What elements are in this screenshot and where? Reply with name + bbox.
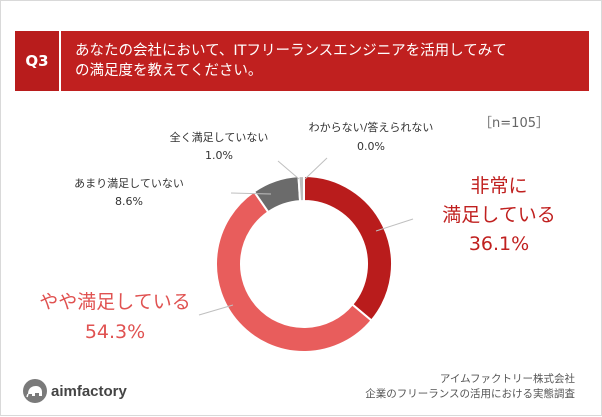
- donut-slice-somewhat-satisfied: [215, 190, 373, 353]
- question-line-1: あなたの会社において、ITフリーランスエンジニアを活用してみて: [75, 43, 507, 59]
- slice-label-very-satisfied-line2: 満足している: [442, 204, 555, 226]
- company-name: アイムファクトリー株式会社: [439, 373, 575, 385]
- slice-label-not-very-satisfied: あまり満足していない: [74, 177, 184, 190]
- slice-value-not-at-all: 1.0%: [205, 149, 233, 162]
- sample-size: ［n=105］: [479, 116, 549, 131]
- question-header: Q3 あなたの会社において、ITフリーランスエンジニアを活用してみて の満足度を…: [15, 31, 589, 91]
- question-line-2: の満足度を教えてください。: [75, 63, 263, 79]
- slice-value-dont-know: 0.0%: [357, 140, 385, 153]
- slice-value-somewhat-satisfied: 54.3%: [85, 321, 145, 343]
- donut-slices: [215, 174, 393, 353]
- leader-line-very-satisfied: [375, 218, 414, 232]
- donut-slice-very-satisfied: [303, 174, 393, 322]
- slice-label-dont-know: わからない/答えられない: [309, 120, 434, 134]
- logo-text: aimfactory: [51, 382, 127, 400]
- slice-label-somewhat-satisfied: やや満足している: [39, 291, 190, 313]
- leader-line-somewhat-satisfied: [198, 304, 234, 316]
- slice-value-not-very-satisfied: 8.6%: [115, 195, 143, 208]
- question-number-badge: Q3: [15, 31, 61, 91]
- leader-line-dont-know: [304, 157, 328, 180]
- leader-line-not-at-all: [277, 160, 300, 180]
- elephant-logo-icon: [23, 379, 47, 403]
- question-text: あなたの会社において、ITフリーランスエンジニアを活用してみて の満足度を教えて…: [61, 31, 589, 91]
- slice-label-very-satisfied-line1: 非常に: [470, 175, 527, 197]
- leader-line-not-very: [230, 192, 272, 195]
- source-credit: アイムファクトリー株式会社 企業のフリーランスの活用における実態調査: [365, 372, 575, 402]
- slice-label-not-at-all: 全く満足していない: [170, 130, 269, 144]
- survey-name: 企業のフリーランスの活用における実態調査: [365, 388, 575, 400]
- leader-lines: [198, 157, 414, 316]
- logo: aimfactory: [23, 379, 127, 403]
- slice-value-very-satisfied: 36.1%: [469, 233, 529, 255]
